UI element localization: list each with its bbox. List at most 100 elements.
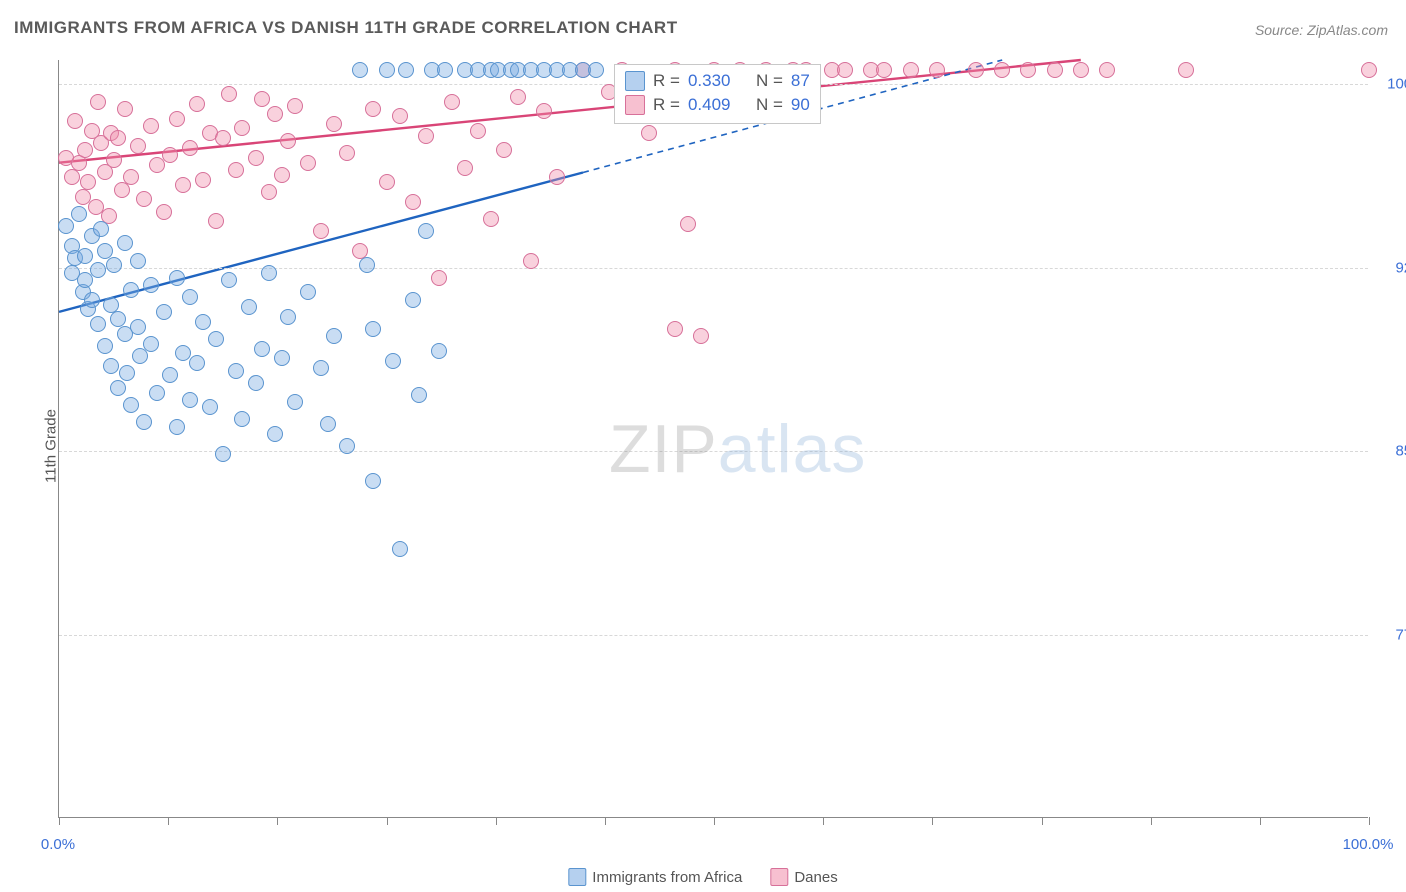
watermark-zip: ZIP (609, 411, 718, 487)
y-tick-label: 100.0% (1378, 76, 1406, 93)
point-danes (929, 62, 945, 78)
point-danes (175, 177, 191, 193)
point-danes (248, 150, 264, 166)
gridline (59, 635, 1368, 636)
point-africa (300, 284, 316, 300)
point-africa (352, 62, 368, 78)
point-danes (234, 120, 250, 136)
stats-row-africa: R = 0.330 N = 87 (625, 69, 810, 93)
point-africa (77, 248, 93, 264)
point-africa (136, 414, 152, 430)
point-africa (234, 411, 250, 427)
point-africa (379, 62, 395, 78)
point-africa (431, 343, 447, 359)
point-danes (536, 103, 552, 119)
point-danes (326, 116, 342, 132)
trend-lines-layer (59, 60, 1369, 818)
point-africa (119, 365, 135, 381)
point-africa (130, 319, 146, 335)
point-danes (80, 174, 96, 190)
point-africa (123, 397, 139, 413)
point-africa (169, 270, 185, 286)
point-africa (130, 253, 146, 269)
point-africa (182, 289, 198, 305)
r-value-danes: 0.409 (688, 93, 731, 117)
point-africa (143, 277, 159, 293)
point-africa (411, 387, 427, 403)
x-tick-label-min: 0.0% (41, 836, 75, 853)
point-africa (110, 380, 126, 396)
point-africa (156, 304, 172, 320)
point-africa (287, 394, 303, 410)
point-danes (444, 94, 460, 110)
point-danes (221, 86, 237, 102)
point-danes (1073, 62, 1089, 78)
point-danes (365, 101, 381, 117)
point-africa (123, 282, 139, 298)
y-tick-label: 85.0% (1378, 443, 1406, 460)
point-danes (523, 253, 539, 269)
point-africa (588, 62, 604, 78)
point-danes (667, 321, 683, 337)
point-danes (339, 145, 355, 161)
x-tick (277, 817, 278, 825)
point-africa (189, 355, 205, 371)
point-danes (876, 62, 892, 78)
point-danes (110, 130, 126, 146)
point-danes (837, 62, 853, 78)
point-danes (1361, 62, 1377, 78)
point-africa (103, 358, 119, 374)
point-africa (106, 257, 122, 273)
x-tick (1260, 817, 1261, 825)
watermark: ZIPatlas (609, 410, 866, 488)
point-africa (437, 62, 453, 78)
r-value-africa: 0.330 (688, 69, 731, 93)
point-danes (1178, 62, 1194, 78)
point-africa (103, 297, 119, 313)
point-danes (352, 243, 368, 259)
n-value-danes: 90 (791, 93, 810, 117)
point-danes (156, 204, 172, 220)
point-danes (254, 91, 270, 107)
swatch-danes-icon (625, 95, 645, 115)
point-danes (1047, 62, 1063, 78)
point-africa (162, 367, 178, 383)
point-danes (693, 328, 709, 344)
point-africa (339, 438, 355, 454)
point-danes (67, 113, 83, 129)
point-danes (136, 191, 152, 207)
point-africa (143, 336, 159, 352)
point-africa (365, 321, 381, 337)
swatch-africa-icon (625, 71, 645, 91)
point-danes (274, 167, 290, 183)
point-africa (97, 338, 113, 354)
point-danes (496, 142, 512, 158)
point-africa (117, 235, 133, 251)
point-africa (149, 385, 165, 401)
point-danes (228, 162, 244, 178)
point-danes (182, 140, 198, 156)
gridline (59, 451, 1368, 452)
point-danes (470, 123, 486, 139)
point-africa (169, 419, 185, 435)
point-danes (64, 169, 80, 185)
x-tick (823, 817, 824, 825)
point-danes (405, 194, 421, 210)
point-danes (90, 94, 106, 110)
point-danes (968, 62, 984, 78)
point-danes (379, 174, 395, 190)
x-tick (932, 817, 933, 825)
point-danes (300, 155, 316, 171)
point-africa (261, 265, 277, 281)
n-label: N = (756, 93, 783, 117)
point-africa (90, 262, 106, 278)
legend-swatch-africa-icon (568, 868, 586, 886)
point-danes (77, 142, 93, 158)
point-africa (405, 292, 421, 308)
point-danes (106, 152, 122, 168)
point-danes (483, 211, 499, 227)
point-danes (903, 62, 919, 78)
point-africa (267, 426, 283, 442)
watermark-atlas: atlas (718, 411, 867, 487)
legend-item-africa: Immigrants from Africa (568, 868, 742, 886)
